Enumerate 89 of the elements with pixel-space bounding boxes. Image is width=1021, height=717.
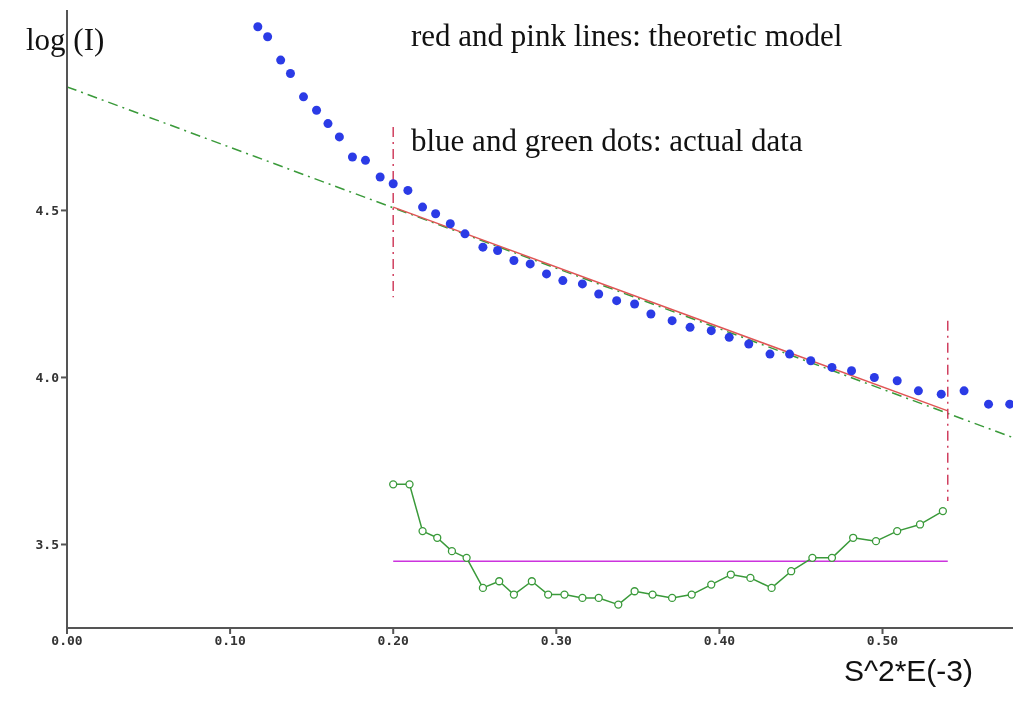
point <box>285 68 295 78</box>
point <box>312 105 322 115</box>
point <box>938 506 948 516</box>
point <box>827 553 837 562</box>
point <box>785 349 795 359</box>
point <box>892 376 902 386</box>
point <box>375 172 385 182</box>
point <box>462 553 471 562</box>
x-tick-label: 0.50 <box>866 633 899 649</box>
point <box>594 593 603 603</box>
point <box>388 179 398 189</box>
point <box>767 583 776 593</box>
point <box>808 553 817 562</box>
x-tick-label: 0.00 <box>51 633 83 649</box>
point <box>871 537 881 546</box>
point <box>765 349 775 359</box>
point <box>299 92 308 102</box>
point <box>447 547 457 556</box>
point <box>418 202 428 212</box>
y-tick-label: 4.5 <box>35 203 59 219</box>
annotation: red and pink lines: theoretic model <box>411 18 843 54</box>
point <box>560 590 569 599</box>
x-tick-label: 0.40 <box>703 633 736 649</box>
point <box>806 356 816 366</box>
y-tick-label: 4.0 <box>35 370 60 386</box>
point <box>915 520 925 529</box>
point <box>667 593 677 603</box>
x-tick-label: 0.30 <box>540 633 573 649</box>
point <box>744 339 754 349</box>
x-tick-label: 0.10 <box>214 633 246 649</box>
point <box>685 322 695 332</box>
point <box>706 326 716 336</box>
point <box>525 259 535 269</box>
point <box>263 32 273 42</box>
point <box>403 185 413 195</box>
point <box>612 296 622 306</box>
point <box>509 590 519 599</box>
point <box>936 389 946 399</box>
point <box>360 155 370 165</box>
point <box>405 480 414 489</box>
point <box>630 299 640 309</box>
point <box>493 246 503 256</box>
point <box>433 533 442 542</box>
point <box>1005 399 1013 409</box>
point <box>707 580 716 589</box>
point <box>827 362 837 372</box>
point <box>847 366 857 376</box>
point <box>594 289 604 299</box>
point <box>389 480 398 489</box>
point <box>614 600 623 609</box>
point <box>687 590 696 599</box>
point <box>445 219 455 229</box>
point <box>913 386 923 396</box>
point <box>630 587 639 596</box>
point <box>431 209 441 219</box>
point <box>542 269 552 279</box>
point <box>558 276 568 286</box>
y-axis-title: log (I) <box>26 22 105 58</box>
point <box>544 590 553 599</box>
point <box>849 533 858 542</box>
point <box>495 577 504 586</box>
point <box>787 567 796 576</box>
point <box>527 577 536 586</box>
point <box>347 152 357 162</box>
point <box>460 229 470 239</box>
x-axis-title: S^2*E(-3) <box>843 654 973 688</box>
point <box>253 22 263 32</box>
point <box>724 332 734 342</box>
point <box>509 256 519 266</box>
point <box>334 132 344 142</box>
point <box>984 399 994 409</box>
point <box>478 242 488 252</box>
point <box>893 526 902 536</box>
point <box>646 309 656 319</box>
annotation: blue and green dots: actual data <box>411 123 803 159</box>
point <box>648 590 657 599</box>
y-tick-label: 3.5 <box>35 537 59 553</box>
point <box>418 526 427 536</box>
point <box>746 573 755 583</box>
point <box>323 119 333 129</box>
x-tick-label: 0.20 <box>377 633 410 649</box>
point <box>726 570 735 579</box>
point <box>577 279 587 289</box>
point <box>959 386 969 396</box>
point <box>667 316 677 326</box>
point <box>869 372 879 382</box>
point <box>276 55 286 65</box>
point <box>578 593 587 603</box>
point <box>478 583 488 593</box>
